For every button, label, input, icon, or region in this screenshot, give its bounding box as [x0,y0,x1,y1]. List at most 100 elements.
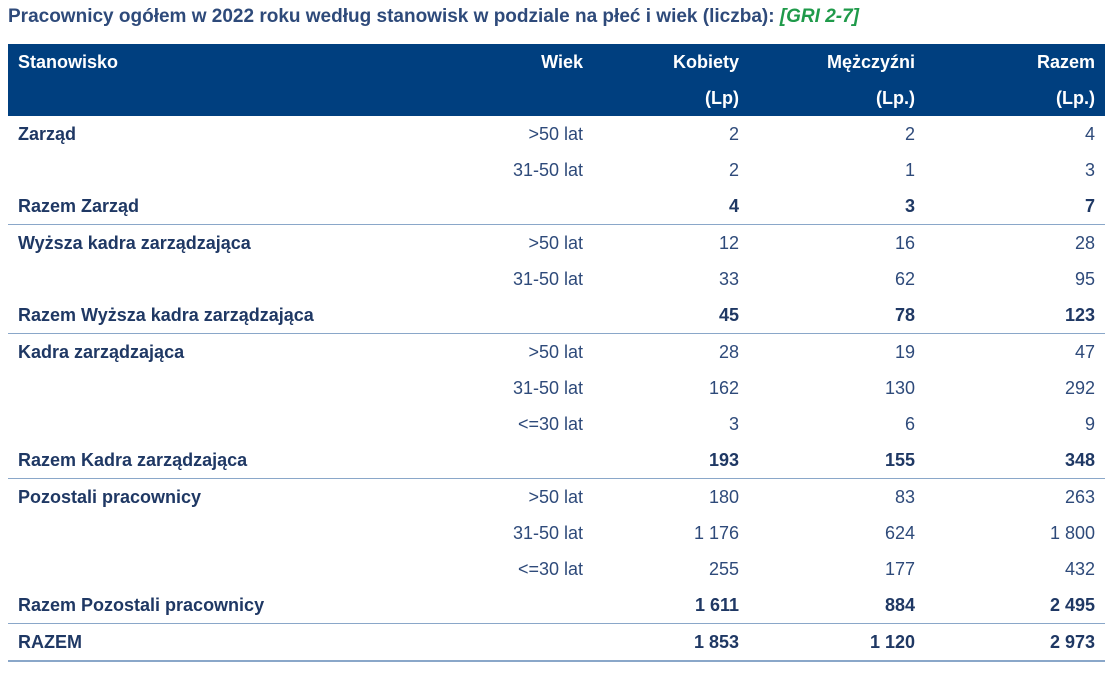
kobiety-cell: 2 [728,159,739,180]
kobiety-cell: 1 176 [693,522,739,543]
mezczyzni-cell: 177 [884,558,915,579]
kobiety-total: 193 [593,442,749,479]
kobiety-total: 4 [593,188,749,225]
empty-cell [418,442,593,479]
empty-cell [8,261,418,297]
empty-cell [8,152,418,188]
category-label: Wyższa kadra zarządzająca [18,232,251,253]
table-row: <=30 lat 255 177 432 [8,551,1105,587]
mezczyzni-cell: 624 [884,522,915,543]
table-row: 31-50 lat 33 62 95 [8,261,1105,297]
razem-total: 2 495 [925,587,1105,624]
mezczyzni-cell: 19 [894,341,915,362]
subtotal-label: Razem Kadra zarządzająca [8,442,418,479]
table-row: <=30 lat 3 6 9 [8,406,1105,442]
subtotal-row: Razem Zarząd 4 3 7 [8,188,1105,225]
subtotal-label: Razem Pozostali pracownicy [8,587,418,624]
razem-cell: 1 800 [1049,522,1095,543]
age-cell: 31-50 lat [512,522,583,543]
subtotal-row: Razem Wyższa kadra zarządzająca 45 78 12… [8,297,1105,334]
table-row: 31-50 lat 1 176 624 1 800 [8,515,1105,551]
razem-total: 348 [925,442,1105,479]
mezczyzni-grand-total: 1 120 [749,623,925,662]
kobiety-total: 1 611 [593,587,749,624]
kobiety-cell: 12 [718,232,739,253]
header-kobiety: Kobiety [672,51,739,72]
razem-cell: 3 [1084,159,1095,180]
empty-cell [8,406,418,442]
razem-cell: 292 [1064,377,1095,398]
empty-cell [418,623,593,662]
razem-cell: 47 [1074,341,1095,362]
kobiety-cell: 28 [718,341,739,362]
header-kobiety-unit: (Lp) [705,87,739,108]
table-row: Zarząd >50 lat 2 2 4 [8,116,1105,152]
kobiety-grand-total: 1 853 [593,623,749,662]
age-cell: >50 lat [528,232,583,253]
kobiety-cell: 180 [708,486,739,507]
age-cell: 31-50 lat [512,377,583,398]
age-cell: >50 lat [528,341,583,362]
category-label: Kadra zarządzająca [18,341,185,362]
table-row: Wyższa kadra zarządzająca >50 lat 12 16 … [8,225,1105,262]
razem-cell: 95 [1074,268,1095,289]
razem-cell: 4 [1084,123,1095,144]
kobiety-cell: 255 [708,558,739,579]
kobiety-total: 45 [593,297,749,334]
mezczyzni-cell: 6 [904,413,915,434]
header-razem: Razem [1036,51,1095,72]
empty-cell [418,188,593,225]
razem-total: 7 [925,188,1105,225]
subtotal-label: Razem Zarząd [8,188,418,225]
razem-cell: 263 [1064,486,1095,507]
category-label: Pozostali pracownicy [18,486,202,507]
age-cell: 31-50 lat [512,268,583,289]
grand-total-label: RAZEM [8,623,418,662]
mezczyzni-cell: 62 [894,268,915,289]
razem-cell: 432 [1064,558,1095,579]
age-cell: >50 lat [528,486,583,507]
age-cell: >50 lat [528,123,583,144]
header-empty [418,80,593,116]
mezczyzni-cell: 83 [894,486,915,507]
category-label: Zarząd [18,123,77,144]
razem-grand-total: 2 973 [925,623,1105,662]
mezczyzni-total: 884 [749,587,925,624]
table-row: Kadra zarządzająca >50 lat 28 19 47 [8,334,1105,371]
table-row: 31-50 lat 162 130 292 [8,370,1105,406]
mezczyzni-cell: 130 [884,377,915,398]
razem-total: 123 [925,297,1105,334]
mezczyzni-total: 3 [749,188,925,225]
table-body: Zarząd >50 lat 2 2 4 31-50 lat 2 1 3 Raz… [8,116,1105,662]
age-cell: <=30 lat [517,413,583,434]
kobiety-cell: 3 [728,413,739,434]
mezczyzni-total: 78 [749,297,925,334]
mezczyzni-cell: 1 [904,159,915,180]
kobiety-cell: 2 [728,123,739,144]
empty-cell [8,515,418,551]
kobiety-cell: 162 [708,377,739,398]
mezczyzni-cell: 2 [904,123,915,144]
table-row: 31-50 lat 2 1 3 [8,152,1105,188]
empty-cell [8,370,418,406]
header-mezczyzni: Mężczyźni [826,51,915,72]
razem-cell: 28 [1074,232,1095,253]
empty-cell [418,297,593,334]
razem-cell: 9 [1084,413,1095,434]
header-razem-unit: (Lp.) [1056,87,1095,108]
header-empty [8,80,418,116]
mezczyzni-total: 155 [749,442,925,479]
header-stanowisko: Stanowisko [18,51,119,72]
header-wiek: Wiek [541,51,583,72]
employees-table: Stanowisko Wiek Kobiety Mężczyźni Razem … [8,44,1105,662]
empty-cell [8,551,418,587]
header-mezczyzni-unit: (Lp.) [876,87,915,108]
kobiety-cell: 33 [718,268,739,289]
title-text: Pracownicy ogółem w 2022 roku według sta… [8,6,780,27]
grand-total-row: RAZEM 1 853 1 120 2 973 [8,623,1105,662]
age-cell: <=30 lat [517,558,583,579]
mezczyzni-cell: 16 [894,232,915,253]
age-cell: 31-50 lat [512,159,583,180]
subtotal-row: Razem Kadra zarządzająca 193 155 348 [8,442,1105,479]
table-header: Stanowisko Wiek Kobiety Mężczyźni Razem … [8,44,1105,116]
